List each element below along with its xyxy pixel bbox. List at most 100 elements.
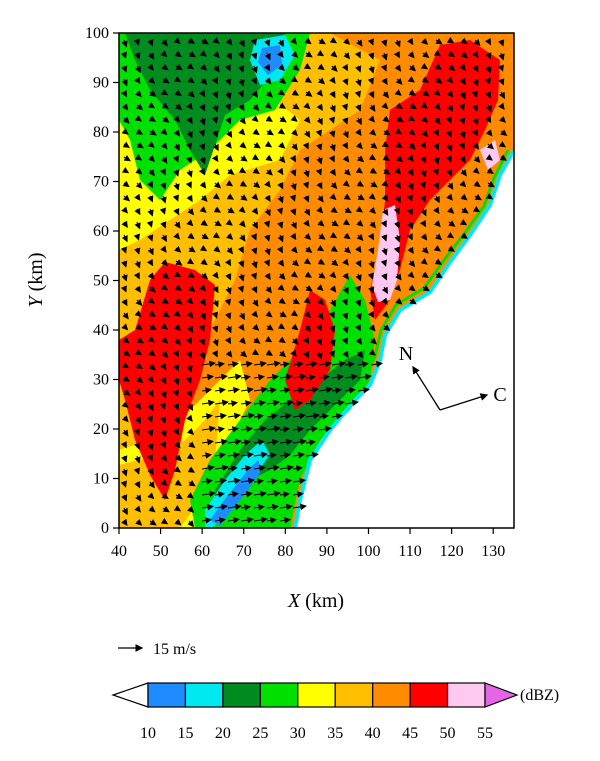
wind-vector	[433, 245, 441, 252]
wind-vector	[253, 464, 266, 472]
wind-vector	[122, 429, 129, 437]
wind-vector	[394, 89, 402, 96]
wind-vector	[329, 90, 336, 99]
wind-vector	[329, 271, 337, 279]
wind-vector	[136, 337, 144, 344]
wind-vector	[162, 505, 170, 513]
wind-vector	[355, 206, 363, 213]
wind-vector	[305, 412, 320, 420]
wind-vector	[149, 323, 157, 331]
wind-vector	[331, 399, 345, 407]
wind-vector	[173, 364, 180, 372]
wind-vector	[253, 413, 264, 420]
wind-vector	[239, 117, 246, 125]
wind-vector	[135, 181, 143, 189]
wind-vector	[433, 220, 441, 228]
wind-vector	[237, 90, 244, 98]
wind-vector	[200, 219, 208, 226]
wind-vector	[199, 351, 206, 360]
wind-vector	[160, 429, 167, 438]
wind-vector	[121, 128, 129, 135]
wind-vector	[354, 285, 361, 293]
x-axis-label: X (km)	[287, 590, 344, 612]
wind-vector	[315, 324, 322, 332]
wind-vector	[148, 363, 156, 371]
wind-vector	[172, 194, 179, 202]
wind-vector	[302, 336, 310, 345]
wind-vector	[149, 129, 157, 136]
wind-vector	[432, 206, 440, 215]
wind-vector	[133, 272, 140, 280]
wind-vector	[394, 234, 401, 243]
wind-vector	[238, 39, 245, 48]
wind-vector	[328, 116, 335, 124]
wind-vector	[121, 494, 128, 502]
wind-vector	[290, 349, 297, 357]
wind-vector	[147, 272, 155, 280]
wind-vector	[253, 490, 267, 498]
wind-vector	[473, 155, 481, 164]
wind-vector	[134, 193, 141, 201]
wind-vector	[122, 336, 130, 344]
wind-vector	[187, 520, 195, 528]
wind-vector	[459, 63, 466, 71]
wind-vector	[277, 195, 284, 204]
colorbar-level-label: 25	[252, 725, 268, 742]
wind-vector	[160, 283, 169, 291]
wind-vector	[122, 141, 130, 148]
wind-vector	[305, 425, 318, 433]
wind-vector	[279, 361, 290, 368]
wind-vector	[459, 218, 468, 226]
wind-vector	[173, 504, 182, 512]
wind-vector	[211, 77, 218, 85]
wind-vector	[161, 63, 169, 71]
wind-vector	[147, 63, 154, 71]
wind-vector	[185, 142, 192, 150]
wind-vector	[227, 412, 241, 420]
wind-vector	[343, 193, 351, 200]
wind-vector	[212, 51, 220, 59]
wind-vector	[329, 193, 337, 201]
wind-vector	[292, 451, 305, 459]
wind-vector	[368, 299, 375, 308]
wind-vector	[186, 102, 193, 110]
wind-vector	[330, 64, 338, 72]
wind-vector	[148, 76, 156, 84]
wind-vector	[135, 167, 143, 175]
wind-vector	[370, 360, 383, 368]
wind-vector	[292, 477, 306, 485]
wind-vector	[472, 104, 479, 112]
wind-vector	[368, 286, 375, 294]
wind-vector	[212, 91, 219, 99]
wind-vector	[355, 273, 362, 282]
wind-vector	[188, 246, 196, 253]
wind-vector	[277, 181, 284, 190]
wind-vector	[161, 336, 169, 344]
wind-vector	[186, 325, 194, 333]
wind-vector	[238, 337, 246, 345]
colorbar-box	[334, 682, 374, 708]
wind-vector	[446, 90, 454, 98]
colorbar-box	[184, 682, 224, 708]
wind-vector	[265, 286, 272, 294]
wind-vector	[250, 233, 257, 241]
wind-vector	[370, 181, 378, 188]
wind-vector	[278, 102, 287, 109]
wind-vector	[227, 373, 242, 381]
wind-vector	[433, 49, 442, 57]
wind-vector	[186, 311, 194, 319]
wind-vector	[279, 310, 287, 318]
wind-vector	[395, 273, 402, 281]
wind-vector	[407, 168, 414, 177]
wind-vector	[393, 207, 400, 215]
wind-vector	[147, 39, 154, 47]
wind-vector	[186, 452, 195, 460]
wind-vector	[147, 297, 155, 304]
wind-vector	[382, 311, 389, 319]
wind-vector	[213, 65, 220, 73]
wind-vector	[473, 180, 481, 188]
wind-vector	[160, 182, 167, 190]
wind-vector	[226, 193, 235, 200]
wind-vector	[292, 64, 300, 71]
wind-vector	[253, 374, 265, 381]
